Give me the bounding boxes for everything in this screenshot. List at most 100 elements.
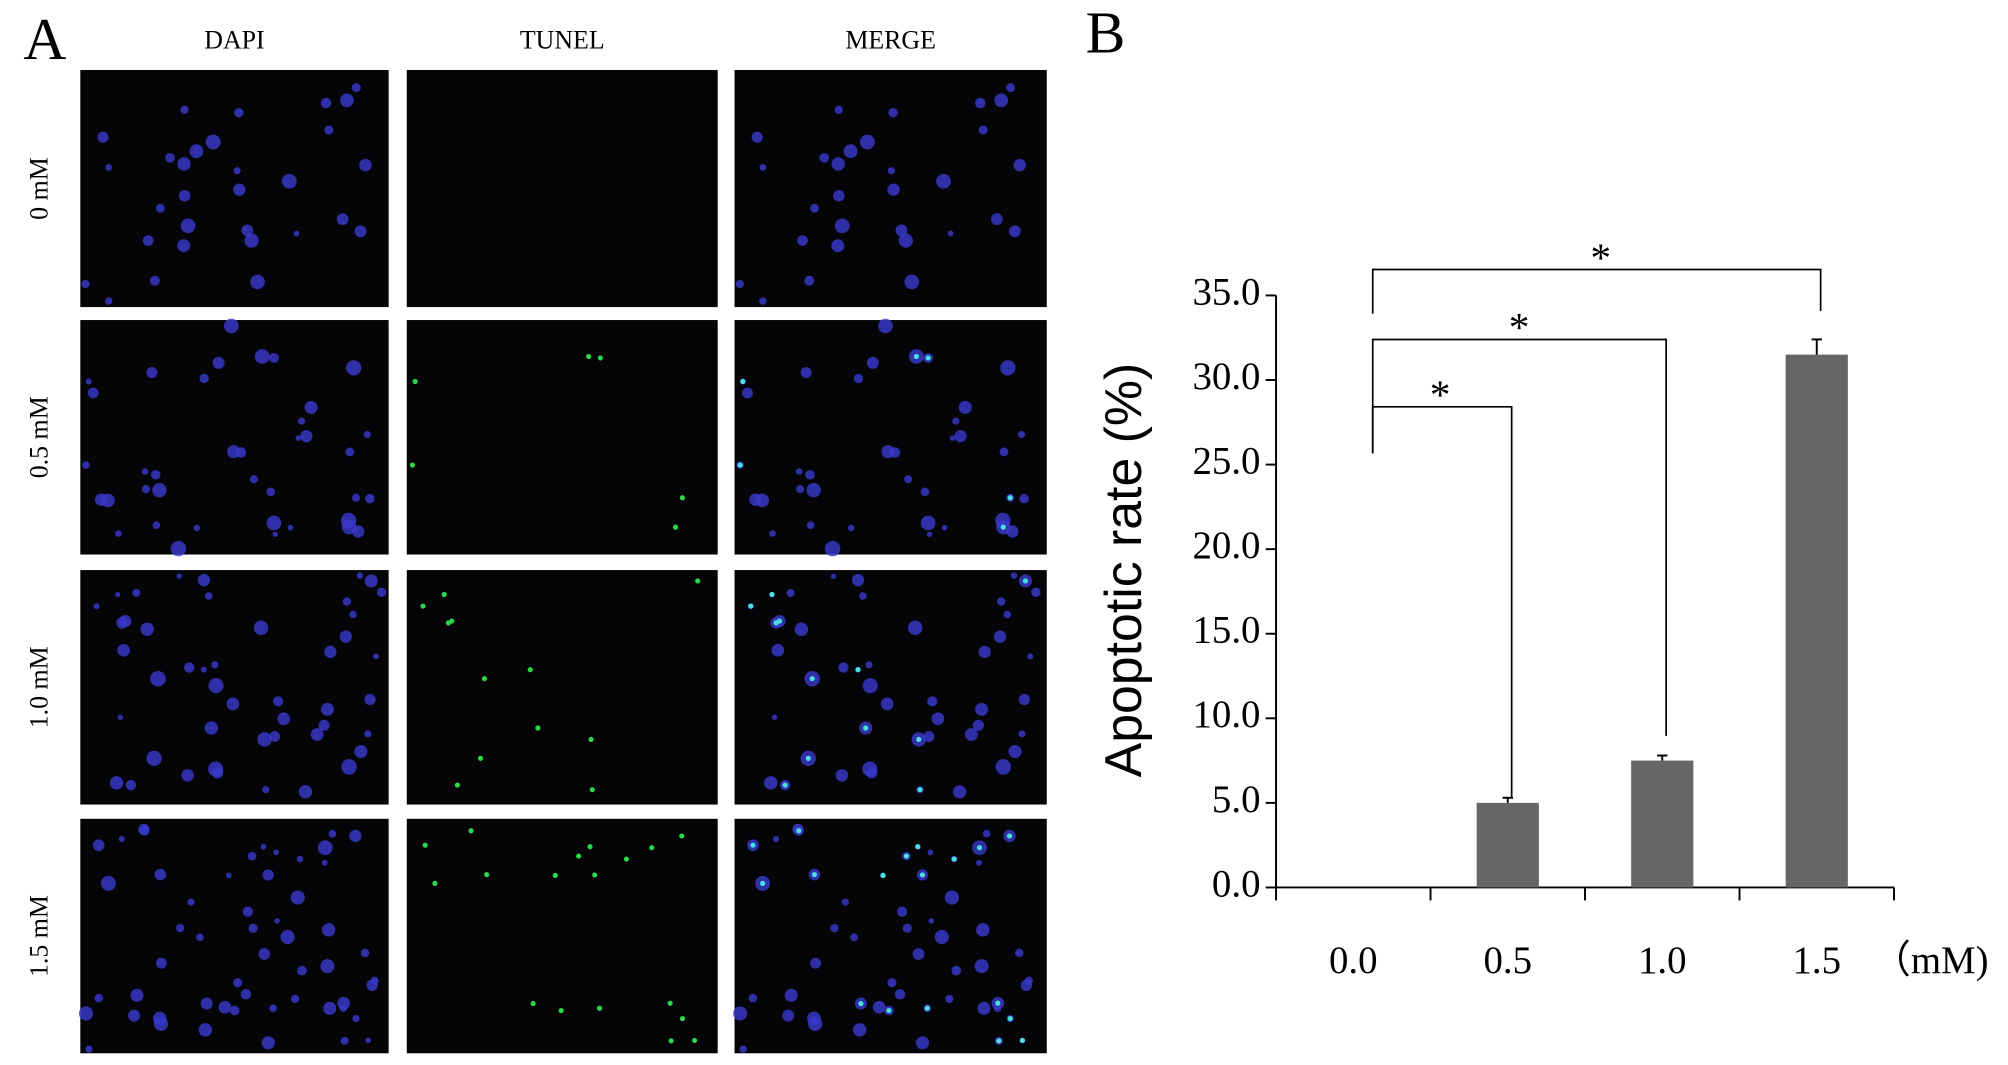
- nucleus: [100, 875, 116, 891]
- nucleus: [117, 644, 130, 657]
- tunel-spot: [796, 828, 802, 834]
- nucleus: [769, 530, 776, 537]
- nucleus: [324, 645, 337, 659]
- significance-bracket: [1371, 405, 1513, 799]
- micrograph: [734, 818, 1047, 1054]
- nucleus: [233, 183, 246, 196]
- row-label: 1.5 mM: [24, 895, 53, 977]
- nucleus: [253, 620, 269, 635]
- nucleus: [211, 767, 224, 779]
- nucleus: [117, 714, 123, 720]
- tunel-spot: [809, 676, 815, 682]
- tunel-spot: [695, 578, 701, 584]
- nucleus: [1000, 360, 1016, 376]
- tunel-spot: [976, 845, 983, 851]
- nucleus: [352, 525, 365, 538]
- nucleus: [341, 759, 357, 775]
- nucleus: [1019, 493, 1029, 504]
- tunel-spot: [805, 755, 811, 761]
- nucleus: [931, 712, 945, 726]
- nucleus: [1013, 158, 1026, 172]
- nucleus: [947, 230, 954, 237]
- nucleus: [1008, 225, 1021, 238]
- nucleus: [317, 840, 333, 856]
- tunel-spot: [679, 495, 686, 501]
- nucleus: [199, 373, 209, 384]
- tunel-spot: [679, 1015, 686, 1022]
- micrograph: [734, 570, 1047, 805]
- nucleus: [116, 617, 128, 629]
- nucleus: [281, 173, 297, 189]
- nucleus: [150, 275, 160, 286]
- nucleus: [141, 468, 149, 475]
- nucleus: [115, 530, 122, 537]
- bar: [1785, 354, 1848, 888]
- nucleus: [824, 540, 841, 557]
- micrograph: [80, 570, 389, 805]
- nucleus: [898, 233, 913, 248]
- tunel-spot: [740, 378, 746, 385]
- nucleus: [896, 906, 908, 917]
- nucleus: [895, 224, 908, 237]
- nucleus: [996, 597, 1006, 606]
- nucleus: [999, 447, 1009, 457]
- nucleus: [235, 447, 247, 458]
- nucleus: [150, 670, 166, 687]
- nucleus: [356, 572, 364, 579]
- tunel-spot: [668, 1038, 674, 1044]
- nucleus: [370, 976, 379, 985]
- tunel-spot: [432, 880, 438, 886]
- tunel-spot: [592, 872, 598, 878]
- nucleus: [165, 153, 175, 163]
- nucleus: [751, 131, 763, 143]
- nucleus: [735, 279, 744, 289]
- tunel-spot: [760, 880, 766, 886]
- nucleus: [902, 923, 912, 933]
- nucleus: [934, 929, 949, 945]
- micrograph: [734, 320, 1047, 555]
- y-tick-label: 30.0: [1192, 355, 1260, 398]
- bar: [1476, 802, 1539, 888]
- nucleus: [211, 661, 219, 669]
- nucleus: [878, 318, 893, 334]
- nucleus: [290, 994, 300, 1004]
- nucleus: [178, 189, 191, 202]
- y-tick-label: 0.0: [1212, 862, 1261, 905]
- tunel-spot: [535, 725, 541, 731]
- micrograph: [80, 320, 389, 555]
- nucleus: [995, 512, 1011, 529]
- nucleus: [975, 702, 989, 716]
- nucleus: [233, 167, 241, 175]
- y-tick-label: 15.0: [1192, 609, 1260, 652]
- tunel-spot: [586, 353, 592, 360]
- tunel-spot: [454, 782, 460, 788]
- tunel-spot: [1019, 1037, 1025, 1044]
- tunel-spot: [597, 355, 603, 361]
- nucleus: [298, 785, 313, 799]
- nucleus: [894, 988, 906, 1000]
- nucleus: [261, 1036, 275, 1050]
- tunel-spot: [903, 853, 909, 859]
- nucleus: [1006, 525, 1019, 538]
- tunel-spot: [481, 676, 488, 682]
- nucleus: [866, 356, 879, 369]
- tunel-spot: [880, 872, 886, 878]
- nucleus: [1027, 653, 1034, 660]
- nucleus: [363, 430, 371, 439]
- nucleus: [859, 592, 867, 600]
- nucleus: [993, 1004, 1002, 1013]
- nucleus: [975, 859, 982, 866]
- panel-letter: A: [23, 6, 66, 72]
- nucleus: [805, 469, 815, 480]
- nucleus: [321, 859, 328, 866]
- nucleus: [181, 769, 194, 782]
- tunel-spot: [1000, 524, 1006, 530]
- nucleus: [866, 767, 878, 779]
- nucleus: [923, 731, 935, 742]
- nucleus: [273, 849, 280, 856]
- x-tick-label: 1.0: [1638, 939, 1687, 982]
- nucleus: [323, 1001, 337, 1015]
- nucleus: [888, 108, 898, 118]
- nucleus: [101, 493, 115, 508]
- nucleus: [257, 732, 272, 747]
